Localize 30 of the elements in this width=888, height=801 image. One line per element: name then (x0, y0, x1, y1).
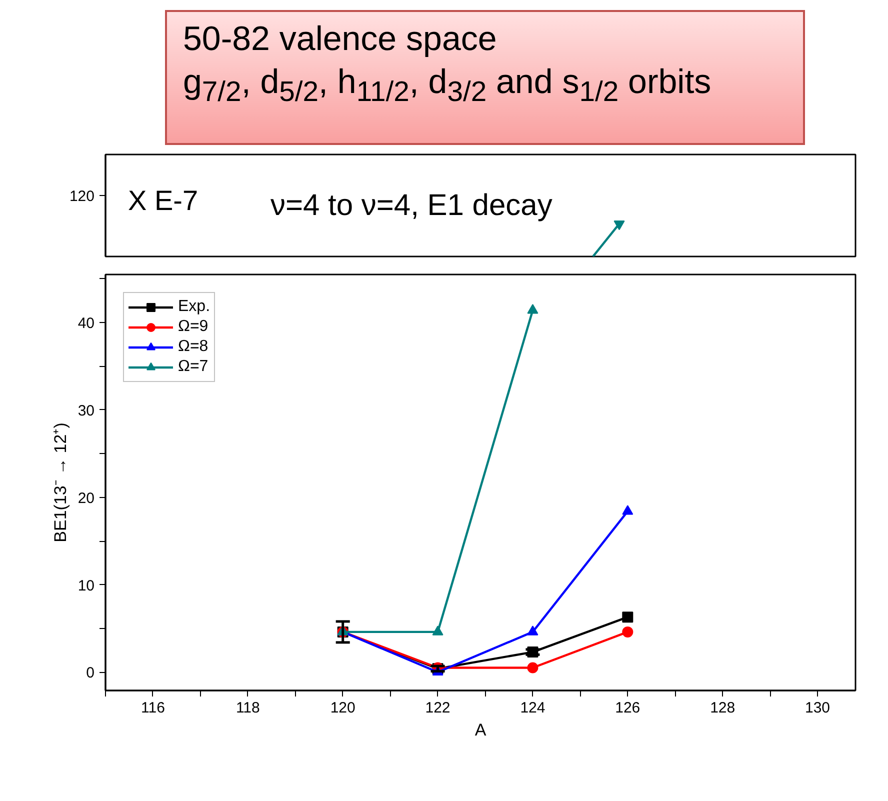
point (527, 626, 538, 636)
y-tick-label: 20 (78, 490, 95, 507)
point (527, 304, 538, 314)
x-tick-label: 130 (805, 700, 830, 716)
x-tick-label: 116 (141, 700, 165, 716)
y-tick-label: 40 (78, 315, 95, 332)
point (432, 626, 444, 636)
x-tick-label: 128 (710, 700, 736, 716)
x-tick-label: 120 (330, 700, 356, 716)
y-tick-label: 0 (86, 664, 94, 682)
legend-label: Exp. (178, 298, 210, 316)
y-tick-label: 10 (78, 577, 95, 594)
legend-label: Ω=9 (178, 318, 208, 336)
text: 120 (69, 188, 95, 205)
y-axis-title: BE1(13⁻ → 12⁺) (50, 422, 70, 542)
point (622, 626, 634, 638)
point (622, 612, 634, 623)
x-tick-label: 124 (520, 700, 546, 716)
text: ν=4 to ν=4, E1 decay (270, 189, 552, 222)
point (622, 505, 634, 515)
legend-label: Ω=7 (178, 358, 208, 376)
x-axis-title: A (474, 720, 487, 740)
text: X E-7 (128, 184, 198, 216)
y-tick-label: 30 (78, 402, 95, 420)
x-tick-label: 122 (425, 700, 450, 716)
point (527, 662, 538, 674)
x-tick-label: 126 (615, 700, 640, 716)
x-tick-label: 118 (236, 700, 260, 716)
legend-label: Ω=8 (178, 338, 208, 356)
chart-title: 50-82 valence space g$_{7/2}$, d$_{5/2}$, h$_{11/2}$, d$_{3/2}$ and s$_{1/2}$ orbits (183, 20, 712, 108)
